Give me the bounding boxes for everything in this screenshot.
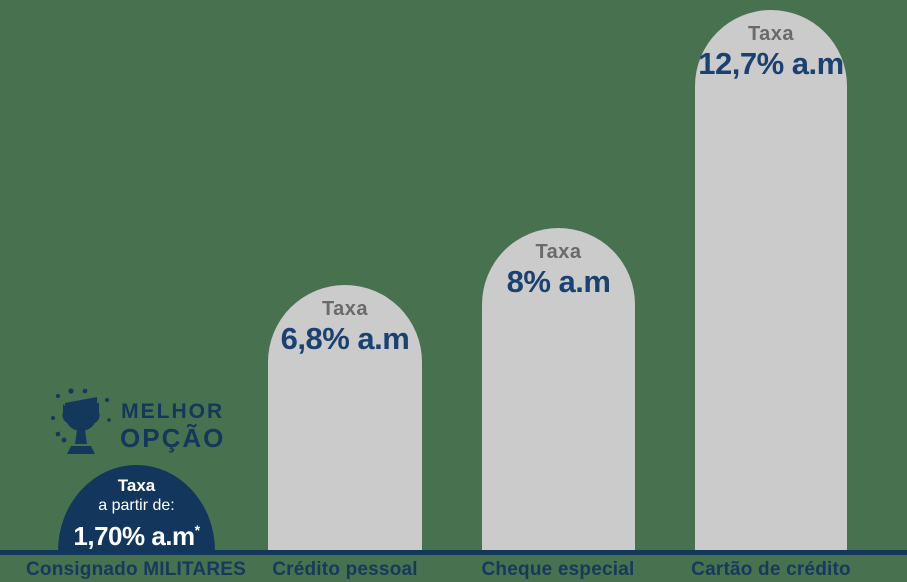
bar-cheque-especial: Taxa 8% a.m bbox=[482, 228, 635, 550]
bar-credito-pessoal: Taxa 6,8% a.m bbox=[268, 285, 422, 550]
taxa-label: Taxa bbox=[747, 23, 795, 45]
taxa-label: Taxa bbox=[321, 298, 369, 320]
category-label-consignado: Consignado MILITARES bbox=[25, 559, 247, 580]
badge-line1: MELHOR bbox=[121, 400, 225, 423]
rate-value: 12,7% a.m bbox=[698, 46, 844, 81]
bar-consignado-militares: Taxa a partir de: 1,70% a.m* bbox=[58, 465, 215, 551]
badge-line2: OPÇÃO bbox=[120, 423, 226, 453]
rate-value: 1,70% a.m* bbox=[58, 515, 215, 551]
trophy-icon bbox=[50, 388, 112, 464]
taxa-label: Taxa bbox=[535, 241, 582, 263]
bar-cartao-de-credito: Taxa 12,7% a.m bbox=[695, 10, 847, 550]
bar-cheque-annotation: Taxa 8% a.m bbox=[482, 240, 635, 300]
rate-value: 8% a.m bbox=[506, 264, 611, 299]
asterisk: * bbox=[194, 522, 200, 538]
category-label-cheque-especial: Cheque especial bbox=[481, 559, 635, 580]
taxa-prefix: a partir de: bbox=[98, 497, 175, 514]
best-option-text: MELHOR OPÇÃO bbox=[120, 400, 225, 452]
rate-value: 6,8% a.m bbox=[280, 321, 410, 356]
best-option-badge: MELHOR OPÇÃO bbox=[50, 388, 225, 464]
category-label-credito-pessoal: Crédito pessoal bbox=[272, 559, 418, 580]
category-label-cartao-de-credito: Cartão de crédito bbox=[691, 559, 851, 580]
baseline-axis bbox=[0, 550, 907, 555]
rate-value-text: 1,70% a.m bbox=[73, 521, 195, 551]
bar-consignado-annotation: Taxa a partir de: 1,70% a.m* bbox=[58, 465, 215, 551]
taxa-label: Taxa bbox=[117, 476, 156, 495]
bar-cartao-annotation: Taxa 12,7% a.m bbox=[695, 22, 847, 82]
bar-credito-annotation: Taxa 6,8% a.m bbox=[268, 297, 422, 357]
